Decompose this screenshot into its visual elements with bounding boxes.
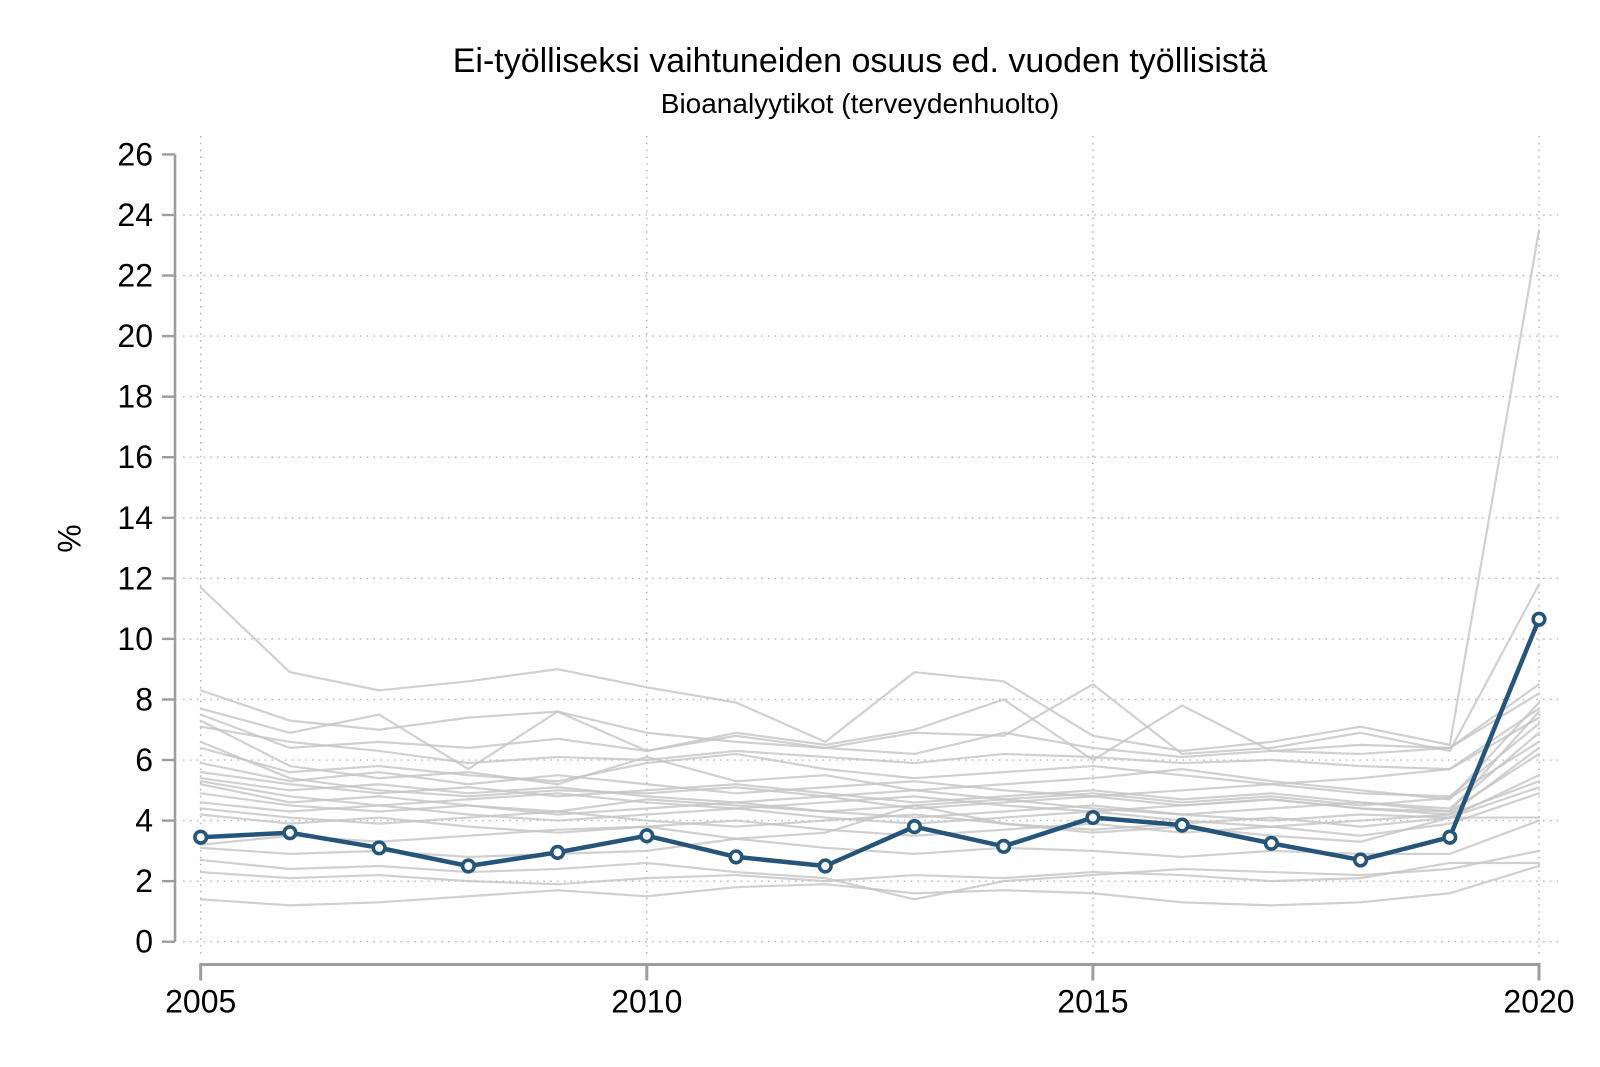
y-tick-label: 6 [135,742,153,778]
highlight-series-marker [1263,835,1279,851]
background-series-line [199,229,1541,753]
highlight-series-marker [906,819,923,835]
x-tick-label: 2020 [1503,984,1574,1020]
highlight-series-marker [371,840,387,856]
y-tick-label: 14 [117,500,153,536]
background-series-line [199,716,1541,786]
y-tick-label: 12 [117,560,153,596]
highlight-series-marker [996,838,1012,854]
background-series-line [199,786,1541,831]
y-tick-label: 26 [117,136,153,172]
highlight-series-marker [1174,817,1190,833]
background-series-line [199,780,1541,828]
highlight-series-marker [817,858,833,874]
highlight-series-marker [639,828,655,844]
highlight-series-marker [282,825,298,841]
y-tick-label: 24 [117,197,153,233]
background-series-line [199,731,1541,810]
highlight-series-marker [549,844,566,860]
background-series-line [199,849,1541,901]
highlight-series-marker [728,849,744,865]
y-tick-label: 16 [117,439,153,475]
background-series-line [199,692,1541,759]
background-series-line [199,774,1541,822]
highlight-series-marker [193,829,209,845]
x-tick-label: 2015 [1057,984,1128,1020]
background-series-line [199,722,1541,798]
highlight-series-line [198,616,1542,869]
background-series-line [199,701,1541,801]
y-tick-label: 22 [117,258,153,294]
x-tick-label: 2005 [165,984,236,1020]
background-series-line [199,740,1541,807]
x-tick-label: 2010 [611,984,682,1020]
highlight-series-marker [460,858,476,874]
y-tick-label: 2 [135,863,153,899]
background-series-line [199,583,1541,756]
highlight-series-marker [1085,809,1101,826]
highlight-series-marker [1531,611,1547,627]
background-series-line [199,864,1541,907]
background-series-line [199,752,1541,816]
y-tick-label: 0 [135,924,153,960]
chart-title: Ei-työlliseksi vaihtuneiden osuus ed. vu… [452,42,1268,80]
background-series-line [199,792,1541,837]
background-series-line [199,861,1541,886]
y-tick-label: 18 [117,379,153,415]
highlight-series-marker [1352,852,1369,868]
background-series-line [199,746,1541,816]
highlight-series-marker [1442,829,1458,845]
chart-subtitle: Bioanalyytikot (terveydenhuolto) [660,88,1060,119]
background-series-line [199,804,1541,846]
y-tick-label: 8 [135,681,153,717]
background-series-line [199,683,1541,771]
y-tick-label: 10 [117,621,153,657]
y-tick-label: 4 [135,803,153,839]
y-tick-label: 20 [117,318,153,354]
background-series-line [199,707,1541,771]
